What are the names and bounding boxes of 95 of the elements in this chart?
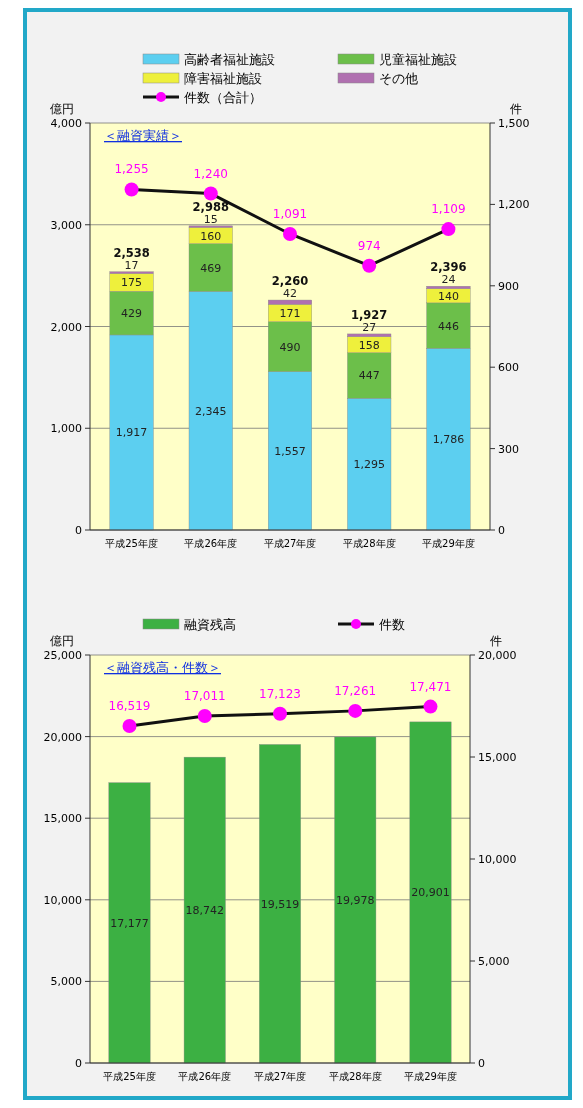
y2-tick-label: 20,000 <box>478 649 517 662</box>
data-label: 490 <box>279 340 301 354</box>
bar <box>334 736 377 1064</box>
y2-tick-label: 5,000 <box>478 955 510 968</box>
data-label: 42 <box>283 287 297 301</box>
bar <box>183 756 226 1064</box>
data-label: 2,345 <box>195 404 227 418</box>
y-axis-title: 億円 <box>50 634 74 648</box>
legend-label: 児童福祉施設 <box>379 52 457 67</box>
data-label: 17,471 <box>409 679 452 694</box>
data-label: 171 <box>279 307 301 321</box>
legend-label: 高齢者福祉施設 <box>184 52 275 67</box>
y-tick-label: 20,000 <box>43 730 82 744</box>
y-tick-label: 4,000 <box>50 117 82 130</box>
y-tick-label: 25,000 <box>43 649 82 662</box>
legend-label: 障害福祉施設 <box>184 71 262 86</box>
x-tick-label: 平成25年度 <box>103 1071 156 1082</box>
y2-tick-label: 0 <box>478 1057 485 1070</box>
x-tick-label: 平成28年度 <box>328 1071 382 1082</box>
data-label: 19,519 <box>260 897 300 911</box>
y-axis-title: 億円 <box>50 102 74 116</box>
y2-tick-label: 300 <box>498 442 519 456</box>
y2-axis-title: 件 <box>490 634 502 648</box>
y-tick-label: 10,000 <box>43 893 82 907</box>
y-tick-label: 0 <box>75 1057 82 1070</box>
data-label: 19,978 <box>336 893 375 907</box>
data-label: 1,295 <box>353 458 385 472</box>
y2-tick-label: 15,000 <box>478 751 517 764</box>
x-tick-label: 平成26年度 <box>178 1071 232 1082</box>
data-label: 27 <box>362 320 377 334</box>
y2-tick-label: 600 <box>498 361 519 375</box>
y2-tick-label: 900 <box>498 279 519 293</box>
data-label: 17,177 <box>110 916 149 930</box>
legend-label: 件数 <box>379 617 405 632</box>
x-tick-label: 平成28年度 <box>342 538 396 549</box>
data-label: 20,901 <box>411 886 450 900</box>
data-label: 974 <box>357 238 381 253</box>
point <box>283 226 297 241</box>
y-tick-label: 15,000 <box>43 812 82 826</box>
total-label: 1,927 <box>351 307 388 322</box>
data-label: 17,011 <box>183 688 226 703</box>
y-tick-label: 2,000 <box>50 320 82 334</box>
total-label: 2,538 <box>113 245 150 260</box>
y-tick-label: 5,000 <box>50 975 82 989</box>
data-label: 447 <box>358 369 380 383</box>
bar <box>409 721 452 1064</box>
chart-title: ＜融資残高・件数＞ <box>104 660 221 675</box>
x-tick-label: 平成29年度 <box>404 1071 457 1082</box>
legend-label: その他 <box>379 71 418 86</box>
data-label: 16,519 <box>108 699 151 714</box>
data-label: 429 <box>121 307 143 321</box>
data-label: 17 <box>124 258 139 272</box>
total-label: 2,396 <box>430 260 467 275</box>
point <box>441 222 456 237</box>
data-label: 160 <box>200 229 222 243</box>
data-label: 1,255 <box>114 162 149 177</box>
data-label: 469 <box>200 261 222 275</box>
x-tick-label: 平成27年度 <box>263 538 317 549</box>
point <box>362 258 377 273</box>
data-label: 17,123 <box>259 686 301 701</box>
y-tick-label: 0 <box>75 524 82 537</box>
x-tick-label: 平成29年度 <box>422 538 475 549</box>
data-label: 17,261 <box>334 683 377 698</box>
y-tick-label: 1,000 <box>50 422 82 436</box>
y2-tick-label: 0 <box>498 524 505 537</box>
data-label: 1,917 <box>115 426 148 440</box>
y2-tick-label: 1,500 <box>498 117 530 130</box>
legend-label: 融資残高 <box>184 617 236 632</box>
y-tick-label: 3,000 <box>50 218 82 232</box>
data-label: 1,109 <box>431 202 466 217</box>
data-label: 18,742 <box>185 904 224 918</box>
data-label: 446 <box>437 319 459 333</box>
legend-label: 件数（合計） <box>184 90 262 105</box>
data-label: 1,240 <box>193 166 228 181</box>
data-label: 158 <box>358 338 380 352</box>
data-label: 1,786 <box>432 433 465 447</box>
point <box>124 182 139 197</box>
x-tick-label: 平成27年度 <box>253 1071 307 1082</box>
data-label: 140 <box>437 289 459 303</box>
y2-axis-title: 件 <box>510 102 522 116</box>
total-label: 2,260 <box>271 274 309 289</box>
bar <box>259 744 301 1064</box>
total-label: 2,988 <box>192 199 229 214</box>
y2-tick-label: 1,200 <box>498 198 530 212</box>
x-tick-label: 平成25年度 <box>105 538 158 549</box>
x-tick-label: 平成26年度 <box>184 538 238 549</box>
bar <box>108 782 151 1064</box>
point <box>203 186 218 201</box>
chart-title: ＜融資実績＞ <box>104 128 182 143</box>
y2-tick-label: 10,000 <box>478 853 517 866</box>
data-label: 1,557 <box>274 444 306 458</box>
data-label: 15 <box>203 212 218 226</box>
data-label: 1,091 <box>272 206 308 221</box>
data-label: 175 <box>121 276 143 290</box>
data-label: 24 <box>441 273 456 287</box>
